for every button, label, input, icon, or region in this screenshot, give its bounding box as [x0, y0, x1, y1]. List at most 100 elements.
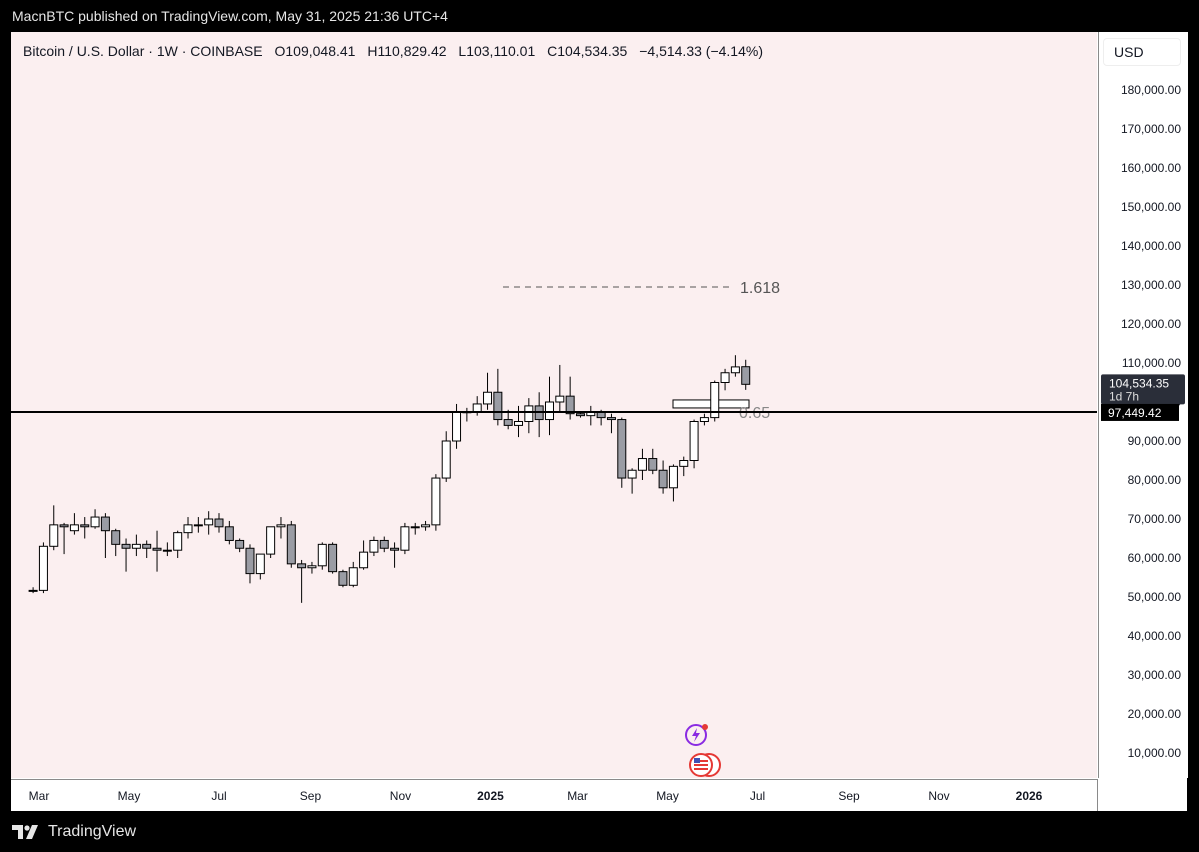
candle: [441, 431, 451, 482]
support-price-badge[interactable]: [1101, 403, 1179, 421]
price-tick-label: 20,000.00: [1128, 707, 1182, 721]
last-price-badge[interactable]: [1101, 374, 1185, 405]
candle: [59, 522, 69, 555]
candle: [297, 559, 307, 603]
price-axis-scale[interactable]: 180,000.00 170,000.00 160,000.00 150,000.00…: [1099, 32, 1188, 778]
legend: Bitcoin / U.S. Dollar · 1W · COINBASE O1…: [23, 43, 763, 59]
candle-body: [369, 539, 379, 553]
candle: [720, 368, 730, 391]
candle-body: [668, 465, 678, 489]
candle-body: [514, 421, 524, 426]
candle: [710, 380, 720, 422]
events-icon[interactable]: [685, 724, 708, 746]
candle: [338, 569, 348, 588]
currency-button[interactable]: USD: [1103, 38, 1181, 66]
chart-frame: Bitcoin / U.S. Dollar · 1W · COINBASE O1…: [11, 32, 1188, 811]
candle: [193, 517, 203, 533]
price-tick-label: 120,000.00: [1121, 317, 1181, 331]
candle: [493, 368, 503, 426]
candle: [379, 536, 389, 553]
candle: [286, 520, 296, 568]
candle-body: [400, 526, 410, 551]
candle: [317, 542, 327, 570]
candles: [28, 355, 751, 603]
footer: TradingView: [12, 820, 136, 844]
candle: [689, 419, 699, 469]
candlestick-chart[interactable]: Bitcoin / U.S. Dollar · 1W · COINBASE O1…: [11, 32, 1097, 778]
plot-area[interactable]: Bitcoin / U.S. Dollar · 1W · COINBASE O1…: [11, 32, 1097, 778]
price-axis[interactable]: 180,000.00 170,000.00 160,000.00 150,000.00…: [1098, 32, 1188, 778]
candle: [369, 536, 379, 557]
candle-body: [710, 382, 720, 419]
candle-body: [565, 395, 575, 415]
candle: [390, 542, 400, 568]
candle: [245, 544, 255, 584]
candle: [410, 522, 420, 535]
candle: [121, 538, 131, 572]
candle: [668, 464, 678, 502]
candle-body: [379, 539, 389, 549]
candle-body: [193, 524, 203, 527]
candle-body: [544, 401, 554, 421]
candle-body: [648, 458, 658, 471]
time-tick-label: May: [656, 789, 679, 803]
candle-body: [421, 524, 431, 528]
candle: [462, 407, 472, 422]
candle-body: [328, 543, 338, 573]
candle: [276, 517, 286, 539]
publish-header: MacnBTC published on TradingView.com, Ma…: [0, 0, 1199, 32]
price-tick-label: 50,000.00: [1128, 590, 1182, 604]
time-axis-scale[interactable]: Mar May Jul Sep Nov 2025 Mar May Jul Sep Nov 2026: [11, 780, 1098, 811]
candle-body: [111, 530, 121, 545]
candle-body: [142, 543, 152, 549]
candle: [637, 448, 647, 480]
price-tick-label: 60,000.00: [1128, 551, 1182, 565]
candle-body: [658, 469, 668, 489]
candle-body: [245, 547, 255, 575]
legend-low-label: L: [458, 43, 466, 59]
legend-change: −4,514.33 (−4.14%): [639, 43, 763, 59]
time-tick-label: Mar: [567, 789, 588, 803]
candle-body: [359, 551, 369, 569]
price-tick-label: 70,000.00: [1128, 512, 1182, 526]
candle: [431, 474, 441, 531]
price-tick-label: 180,000.00: [1121, 83, 1181, 97]
candle-body: [38, 545, 48, 591]
candle-body: [173, 532, 183, 551]
candle: [131, 534, 141, 557]
time-tick-label: 2025: [477, 789, 504, 803]
candle-body: [452, 411, 462, 442]
candle: [348, 561, 358, 588]
candle: [235, 538, 245, 553]
legend-open: 109,048.41: [285, 43, 355, 59]
price-tick-label: 130,000.00: [1121, 278, 1181, 292]
fib-065-label: 0.65: [739, 405, 770, 422]
candle-body: [741, 366, 751, 385]
candle: [741, 359, 751, 390]
candle-body: [297, 563, 307, 569]
candle-body: [338, 571, 348, 586]
price-tick-label: 170,000.00: [1121, 122, 1181, 136]
candle-body: [255, 553, 265, 575]
candle-body: [204, 518, 214, 526]
candle-body: [266, 526, 276, 555]
candle: [483, 372, 493, 410]
time-axis[interactable]: Mar May Jul Sep Nov 2025 Mar May Jul Sep Nov 2026: [11, 779, 1098, 811]
fib-layer: 1.618 0.65: [503, 280, 780, 422]
time-tick-label: Mar: [29, 789, 50, 803]
candle-body: [59, 524, 69, 528]
candle-body: [503, 419, 513, 426]
candle-body: [276, 524, 286, 528]
candle: [544, 376, 554, 436]
candle-body: [524, 405, 534, 422]
time-tick-label: Sep: [300, 789, 322, 803]
candle: [328, 542, 338, 574]
candle-body: [637, 458, 647, 471]
candle: [565, 376, 575, 420]
legend-high-label: H: [367, 43, 377, 59]
candle-body: [235, 539, 245, 549]
bar-countdown-label: 1d 7h: [1109, 389, 1139, 403]
candle: [400, 522, 410, 555]
us-economic-event-icon[interactable]: [689, 753, 721, 777]
candle-body: [730, 366, 740, 374]
